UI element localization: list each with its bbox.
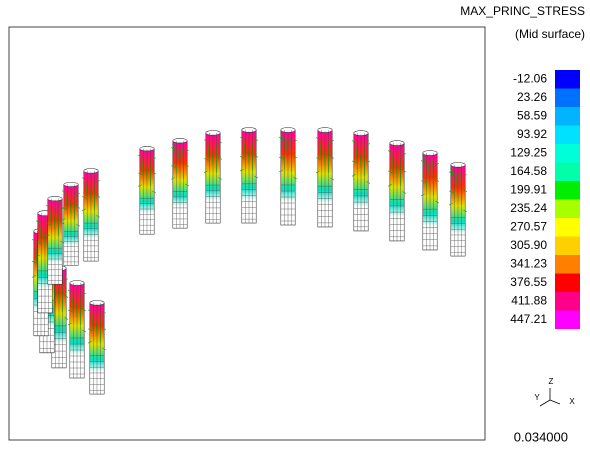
triad-label: Z — [549, 377, 554, 386]
time-value: 0.034000 — [514, 429, 568, 444]
legend-swatch — [555, 274, 580, 293]
legend-label: 376.55 — [510, 275, 547, 289]
model — [32, 127, 467, 394]
cylinder — [240, 127, 258, 223]
cylinder — [46, 196, 64, 284]
legend-swatch — [555, 181, 580, 200]
axis-triad: Z Y X — [534, 377, 575, 406]
cylinder — [421, 151, 439, 250]
legend-label: 341.23 — [510, 256, 547, 270]
title: MAX_PRINC_STRESS — [460, 4, 585, 18]
legend-label: -12.06 — [513, 71, 547, 85]
cylinder — [388, 141, 406, 241]
legend-label: 447.21 — [510, 312, 547, 326]
legend-swatch — [555, 292, 580, 311]
legend-swatch — [555, 70, 580, 89]
legend-label: 23.26 — [517, 90, 547, 104]
legend-swatch — [555, 200, 580, 219]
subtitle: (Mid surface) — [515, 27, 585, 41]
legend: -12.06 23.26 58.59 93.92 129.25 164.58 199.91 2… — [510, 70, 580, 329]
legend-swatch — [555, 163, 580, 182]
legend-label: 235.24 — [510, 201, 547, 215]
legend-label: 305.90 — [510, 238, 547, 252]
legend-label: 93.92 — [517, 127, 547, 141]
cylinder — [279, 128, 297, 226]
legend-swatch — [555, 311, 580, 330]
cylinder — [138, 146, 156, 234]
legend-swatch — [555, 144, 580, 163]
cylinder — [449, 162, 467, 256]
viewer: MAX_PRINC_STRESS (Mid surface) -12.06 23.… — [0, 0, 590, 453]
cylinder — [88, 300, 106, 394]
legend-swatch — [555, 107, 580, 126]
legend-label: 270.57 — [510, 219, 547, 233]
cylinder — [82, 168, 100, 261]
legend-label: 411.88 — [511, 293, 547, 307]
legend-label: 199.91 — [510, 182, 547, 196]
legend-label: 58.59 — [517, 108, 547, 122]
triad-label: X — [569, 397, 575, 406]
legend-swatch — [555, 255, 580, 274]
cylinder — [171, 138, 189, 228]
legend-label: 129.25 — [510, 145, 547, 159]
legend-label: 164.58 — [510, 164, 547, 178]
legend-swatch — [555, 89, 580, 108]
triad-label: Y — [534, 393, 540, 402]
legend-swatch — [555, 126, 580, 145]
legend-swatch — [555, 218, 580, 237]
legend-swatch — [555, 237, 580, 256]
cylinder — [316, 128, 334, 227]
cylinder — [204, 130, 222, 223]
cylinder — [68, 281, 86, 379]
cylinder — [352, 131, 370, 231]
cylinder — [62, 182, 80, 265]
